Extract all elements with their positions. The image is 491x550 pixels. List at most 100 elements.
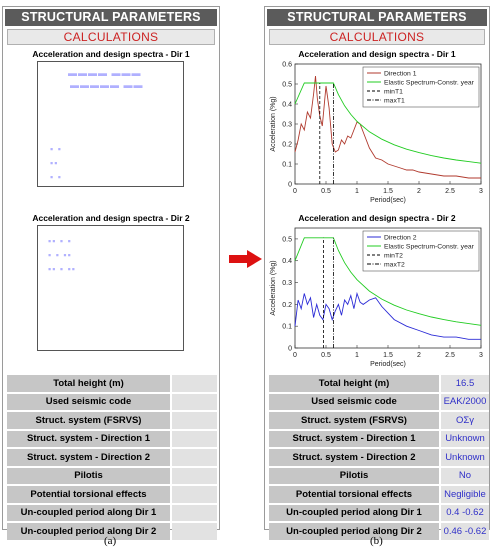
legend-label: Elastic Spectrum-Constr. year — [384, 80, 475, 87]
param-label: Struct. system - Direction 2 — [269, 449, 439, 466]
param-label: Struct. system - Direction 1 — [269, 430, 439, 447]
spectrum-chart-dir2: 0 0.5 1 1.5 2 2.5 3 0 0.1 0.2 0.3 0.4 0.5 Period(sec)… — [270, 227, 483, 368]
x-tick-label: 2 — [417, 188, 421, 195]
x-tick-label: 1 — [355, 188, 359, 195]
x-tick-label: 1.5 — [383, 352, 393, 359]
param-value: EAK/2000 — [441, 393, 489, 410]
param-label: Pilotis — [7, 467, 170, 484]
param-label: Un-coupled period along Dir 2 — [269, 523, 439, 540]
legend-label: Elastic Spectrum-Constr. year — [384, 244, 475, 251]
app-title: STRUCTURAL PARAMETERS — [267, 9, 487, 26]
param-row: Un-coupled period along Dir 1 0.4 -0.62 — [269, 504, 489, 521]
param-row: Struct. system - Direction 2 — [7, 449, 217, 466]
param-label: Un-coupled period along Dir 2 — [7, 523, 170, 540]
param-value-empty — [172, 412, 217, 429]
y-tick-label: 0.4 — [282, 102, 292, 109]
chart-title-dir2: Acceleration and design spectra - Dir 2 — [298, 213, 456, 223]
param-row: Potential torsional effects Negligible — [269, 486, 489, 503]
param-value-empty — [172, 375, 217, 392]
legend — [362, 66, 480, 108]
chart-title-dir1: Acceleration and design spectra - Dir 1 — [298, 49, 456, 59]
faint-artifact: ▪ ▪ ▪▪ — [48, 250, 72, 260]
param-value: 0.4 -0.62 — [441, 504, 489, 521]
param-value-empty — [172, 467, 217, 484]
param-value: 0.46 -0.62 — [441, 523, 489, 540]
param-label: Un-coupled period along Dir 1 — [269, 504, 439, 521]
legend-label: maxT1 — [384, 98, 405, 105]
faint-artifact: ▬▬▬▬ ▬▬▬ — [68, 68, 142, 78]
y-tick-label: 0.2 — [282, 142, 292, 149]
legend-label: Direction 1 — [384, 71, 417, 78]
x-tick-label: 0.5 — [321, 352, 331, 359]
legend-label: maxT2 — [384, 262, 405, 269]
empty-plot-dir2: ▪▪ ▪ ▪ ▪ ▪ ▪▪ ▪▪ ▪ ▪▪ — [37, 225, 184, 351]
y-axis-label: Acceleration (%g) — [270, 260, 277, 315]
param-row: Struct. system - Direction 1 — [7, 430, 217, 447]
spectrum-chart-dir1: 0 0.5 1 1.5 2 2.5 3 0 0.1 0.2 0.3 0.4 0.5 0.6 Period(s… — [270, 62, 483, 205]
y-tick-label: 0 — [288, 182, 292, 189]
param-row: Used seismic code EAK/2000 — [269, 393, 489, 410]
param-label: Pilotis — [269, 467, 439, 484]
x-tick-label: 3 — [479, 352, 483, 359]
param-label: Struct. system (FSRVS) — [269, 412, 439, 429]
series-line-direction-1 — [294, 75, 481, 179]
x-tick-label: 0 — [293, 352, 297, 359]
param-row: Total height (m) 16.5 — [269, 375, 489, 392]
param-label: Used seismic code — [269, 393, 439, 410]
arrow-right-icon — [229, 250, 262, 268]
y-tick-label: 0.5 — [282, 236, 292, 243]
legend — [362, 230, 480, 272]
param-value: ΟΣγ — [441, 412, 489, 429]
param-row: Un-coupled period along Dir 1 — [7, 504, 217, 521]
param-row: Pilotis — [7, 467, 217, 484]
param-value: 16.5 — [441, 375, 489, 392]
param-value: No — [441, 467, 489, 484]
caption-b: (b) — [370, 535, 383, 547]
param-value-empty — [172, 393, 217, 410]
param-value-empty — [172, 504, 217, 521]
faint-artifact: ▪▪ — [50, 158, 59, 168]
x-tick-label: 0.5 — [321, 188, 331, 195]
param-row: Struct. system - Direction 1 Unknown — [269, 430, 489, 447]
x-tick-label: 3 — [479, 188, 483, 195]
param-row: Un-coupled period along Dir 2 0.46 -0.62 — [269, 523, 489, 540]
param-label: Potential torsional effects — [7, 486, 170, 503]
x-tick-label: 1.5 — [383, 188, 393, 195]
chart-title-dir1: Acceleration and design spectra - Dir 1 — [32, 49, 190, 59]
y-axis-label: Acceleration (%g) — [270, 96, 277, 151]
y-tick-label: 0.4 — [282, 258, 292, 265]
param-value: Unknown — [441, 449, 489, 466]
param-label: Used seismic code — [7, 393, 170, 410]
param-row: Pilotis No — [269, 467, 489, 484]
y-tick-label: 0.2 — [282, 302, 292, 309]
y-tick-label: 0.6 — [282, 62, 292, 69]
param-value: Negligible — [441, 486, 489, 503]
caption-a: (a) — [104, 535, 117, 547]
x-axis-label: Period(sec) — [370, 361, 406, 368]
y-tick-label: 0.1 — [282, 324, 292, 331]
panel-after-calculation: STRUCTURAL PARAMETERS CALCULATIONS Accel… — [264, 6, 490, 540]
y-tick-label: 0.1 — [282, 162, 292, 169]
param-row: Total height (m) — [7, 375, 217, 392]
x-tick-label: 2.5 — [445, 188, 455, 195]
app-title: STRUCTURAL PARAMETERS — [5, 9, 217, 26]
param-label: Total height (m) — [269, 375, 439, 392]
y-tick-label: 0.3 — [282, 280, 292, 287]
legend-label: minT1 — [384, 89, 403, 96]
faint-artifact: ▪▪ ▪ ▪▪ — [48, 264, 76, 274]
x-axis-label: Period(sec) — [370, 197, 406, 204]
calculations-button[interactable]: CALCULATIONS — [269, 29, 485, 45]
param-value-empty — [172, 523, 217, 540]
param-row: Used seismic code — [7, 393, 217, 410]
chart-title-dir2: Acceleration and design spectra - Dir 2 — [32, 213, 190, 223]
series-line-elastic-spectrum-constr-year — [294, 237, 482, 326]
calculations-button[interactable]: CALCULATIONS — [7, 29, 215, 45]
y-tick-label: 0 — [288, 346, 292, 353]
legend-label: minT2 — [384, 253, 403, 260]
param-label: Struct. system - Direction 1 — [7, 430, 170, 447]
param-label: Un-coupled period along Dir 1 — [7, 504, 170, 521]
y-tick-label: 0.3 — [282, 122, 292, 129]
param-value: Unknown — [441, 430, 489, 447]
faint-artifact: ▪▪ ▪ ▪ — [48, 236, 72, 246]
param-value-empty — [172, 430, 217, 447]
